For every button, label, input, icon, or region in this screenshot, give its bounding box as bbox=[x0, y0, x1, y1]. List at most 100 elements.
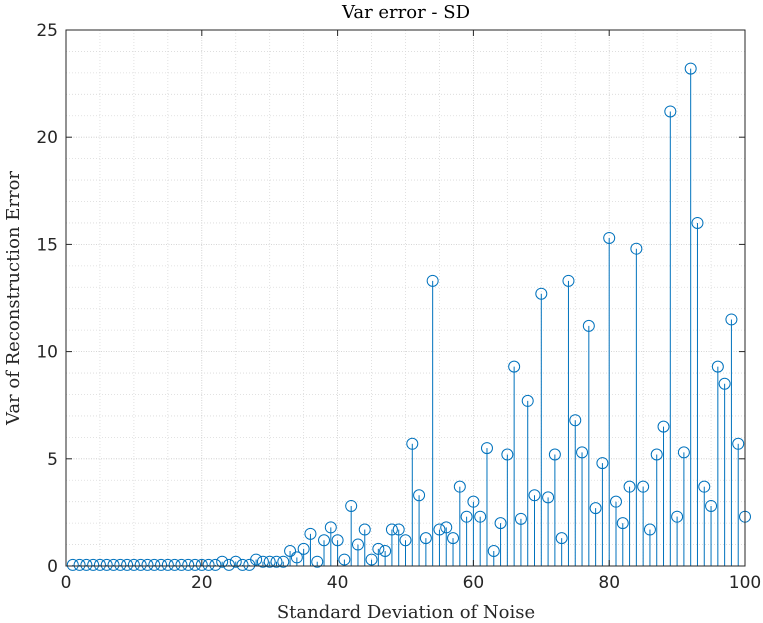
stem-marker bbox=[297, 542, 310, 555]
stem-marker bbox=[433, 523, 446, 536]
stem-marker bbox=[229, 555, 242, 568]
x-tick-label: 20 bbox=[191, 573, 213, 593]
stem-marker bbox=[711, 360, 724, 373]
stem-marker bbox=[657, 420, 670, 433]
y-tick-label: 10 bbox=[36, 343, 58, 363]
stem-marker bbox=[419, 532, 432, 545]
stem-marker bbox=[589, 502, 602, 515]
stem-marker bbox=[236, 558, 249, 571]
stem-marker bbox=[379, 544, 392, 557]
stem-marker bbox=[331, 534, 344, 547]
y-axis-label: Var of Reconstruction Error bbox=[3, 171, 24, 426]
stem-marker bbox=[542, 491, 555, 504]
stem-marker bbox=[127, 558, 140, 571]
y-tick-label: 5 bbox=[47, 450, 58, 470]
stem-marker bbox=[718, 377, 731, 390]
stem-marker bbox=[705, 499, 718, 512]
stem-marker bbox=[698, 480, 711, 493]
stem-marker bbox=[623, 480, 636, 493]
stem-marker bbox=[684, 62, 697, 75]
stem-marker bbox=[453, 480, 466, 493]
stem-marker bbox=[195, 558, 208, 571]
stem-marker bbox=[460, 510, 473, 523]
stem-marker bbox=[250, 553, 263, 566]
stem-marker bbox=[175, 558, 188, 571]
stem-marker bbox=[318, 534, 331, 547]
axes-frame bbox=[65, 29, 746, 567]
stem-marker bbox=[148, 558, 161, 571]
stem-marker bbox=[202, 558, 215, 571]
x-axis-label: Standard Deviation of Noise bbox=[277, 602, 535, 623]
stem-marker bbox=[609, 495, 622, 508]
stem-marker bbox=[569, 414, 582, 427]
x-tick-label: 60 bbox=[463, 573, 485, 593]
stem-marker bbox=[87, 558, 100, 571]
stem-marker bbox=[338, 553, 351, 566]
stem-marker bbox=[93, 558, 106, 571]
stem-marker bbox=[467, 495, 480, 508]
stem-marker bbox=[576, 446, 589, 459]
stem-marker bbox=[440, 521, 453, 534]
stem-marker bbox=[392, 523, 405, 536]
stem-marker bbox=[677, 446, 690, 459]
stem-marker bbox=[650, 448, 663, 461]
plot-area: 0 20 40 60 80 100 0 5 10 15 20 25 bbox=[36, 21, 761, 593]
stem-marker bbox=[514, 512, 527, 525]
stem-marker bbox=[222, 558, 235, 571]
stem-marker bbox=[426, 274, 439, 287]
stem-marker bbox=[406, 437, 419, 450]
stem-marker bbox=[385, 523, 398, 536]
stem-marker bbox=[351, 538, 364, 551]
stem-marker bbox=[487, 544, 500, 557]
stem-marker bbox=[616, 517, 629, 530]
stem-marker bbox=[141, 558, 154, 571]
stem-marker bbox=[107, 558, 120, 571]
x-tick-label: 80 bbox=[598, 573, 620, 593]
stem-marker bbox=[263, 555, 276, 568]
stem-marker bbox=[209, 558, 222, 571]
chart-title: Var error - SD bbox=[341, 2, 470, 23]
stem-marker bbox=[521, 394, 534, 407]
stem-marker bbox=[358, 523, 371, 536]
stem-marker bbox=[582, 319, 595, 332]
stem-marker bbox=[630, 242, 643, 255]
stem-marker bbox=[603, 231, 616, 244]
stem-marker bbox=[494, 517, 507, 530]
stem-marker bbox=[80, 558, 93, 571]
x-tick-label: 100 bbox=[729, 573, 761, 593]
stem-marker bbox=[555, 532, 568, 545]
x-tick-label: 40 bbox=[327, 573, 349, 593]
stem-marker bbox=[324, 521, 337, 534]
stem-marker bbox=[474, 510, 487, 523]
stem-marker bbox=[284, 544, 297, 557]
stem-marker bbox=[216, 555, 229, 568]
stem-marker bbox=[155, 558, 168, 571]
stem-marker bbox=[535, 287, 548, 300]
stem-marker bbox=[480, 442, 493, 455]
stem-marker bbox=[637, 480, 650, 493]
stem-marker bbox=[528, 489, 541, 502]
stem-marker bbox=[643, 523, 656, 536]
stem-marker bbox=[691, 216, 704, 229]
minor-grid bbox=[66, 30, 745, 566]
stem-marker bbox=[161, 558, 174, 571]
stem-marker bbox=[372, 542, 385, 555]
x-tick-label: 0 bbox=[61, 573, 72, 593]
stem-marker bbox=[671, 510, 684, 523]
stem-marker bbox=[168, 558, 181, 571]
stem-marker bbox=[399, 534, 412, 547]
stem-marker bbox=[256, 555, 269, 568]
stem-series bbox=[66, 62, 751, 571]
stem-marker bbox=[345, 499, 358, 512]
stem-marker bbox=[548, 448, 561, 461]
stem-marker bbox=[66, 558, 79, 571]
axis-ticks: 0 20 40 60 80 100 0 5 10 15 20 25 bbox=[36, 21, 761, 593]
stem-marker bbox=[447, 532, 460, 545]
stem-marker bbox=[725, 313, 738, 326]
stem-marker bbox=[277, 555, 290, 568]
stem-marker bbox=[732, 437, 745, 450]
stem-marker bbox=[413, 489, 426, 502]
stem-marker bbox=[189, 558, 202, 571]
y-tick-label: 15 bbox=[36, 235, 58, 255]
